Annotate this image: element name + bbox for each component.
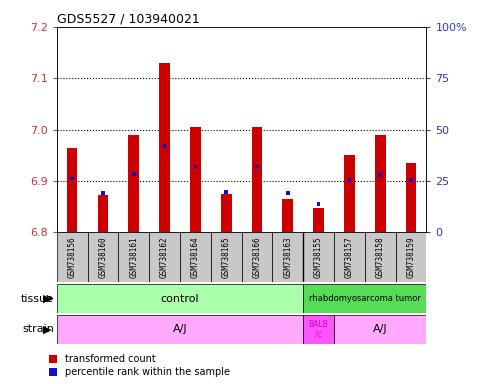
Text: GSM738158: GSM738158 bbox=[376, 237, 385, 278]
Text: tissue: tissue bbox=[21, 293, 54, 304]
Bar bbox=[255, 165, 259, 168]
Text: GSM738160: GSM738160 bbox=[99, 237, 107, 278]
Bar bbox=[406, 163, 417, 232]
Bar bbox=[409, 178, 413, 182]
Bar bbox=[149, 232, 180, 282]
Text: GSM738164: GSM738164 bbox=[191, 237, 200, 278]
Bar bbox=[375, 135, 386, 232]
Bar bbox=[379, 173, 382, 177]
Text: GSM738161: GSM738161 bbox=[129, 237, 138, 278]
Bar bbox=[303, 232, 334, 282]
Bar bbox=[57, 284, 303, 313]
Bar bbox=[395, 232, 426, 282]
Text: GSM738165: GSM738165 bbox=[222, 237, 231, 278]
Text: ▶: ▶ bbox=[43, 293, 52, 304]
Bar bbox=[211, 232, 242, 282]
Bar bbox=[282, 199, 293, 232]
Bar bbox=[365, 232, 395, 282]
Bar bbox=[272, 232, 303, 282]
Text: GSM738163: GSM738163 bbox=[283, 237, 292, 278]
Bar bbox=[88, 232, 118, 282]
Bar bbox=[334, 315, 426, 344]
Bar bbox=[303, 284, 426, 313]
Bar bbox=[221, 194, 232, 232]
Bar bbox=[190, 127, 201, 232]
Text: strain: strain bbox=[22, 324, 54, 334]
Bar bbox=[344, 155, 355, 232]
Bar bbox=[334, 232, 365, 282]
Text: GSM738157: GSM738157 bbox=[345, 237, 354, 278]
Text: control: control bbox=[161, 293, 199, 304]
Bar bbox=[101, 191, 105, 195]
Bar bbox=[180, 232, 211, 282]
Bar bbox=[317, 202, 320, 206]
Text: GSM738159: GSM738159 bbox=[407, 237, 416, 278]
Bar bbox=[242, 232, 272, 282]
Bar bbox=[118, 232, 149, 282]
Bar bbox=[163, 144, 166, 148]
Bar bbox=[70, 177, 74, 180]
Bar bbox=[67, 147, 77, 232]
Bar bbox=[251, 127, 262, 232]
Bar bbox=[286, 191, 289, 195]
Text: ▶: ▶ bbox=[43, 324, 52, 334]
Text: GDS5527 / 103940021: GDS5527 / 103940021 bbox=[57, 13, 200, 26]
Bar bbox=[159, 63, 170, 232]
Text: GSM738162: GSM738162 bbox=[160, 237, 169, 278]
Text: GSM738155: GSM738155 bbox=[314, 237, 323, 278]
Bar bbox=[313, 208, 324, 232]
Text: rhabdomyosarcoma tumor: rhabdomyosarcoma tumor bbox=[309, 294, 421, 303]
Bar bbox=[224, 190, 228, 194]
Text: A/J: A/J bbox=[373, 324, 387, 334]
Legend: transformed count, percentile rank within the sample: transformed count, percentile rank withi… bbox=[49, 354, 230, 377]
Bar bbox=[193, 165, 197, 168]
Bar bbox=[132, 172, 136, 176]
Text: BALB
/c: BALB /c bbox=[309, 319, 328, 339]
Bar bbox=[57, 315, 303, 344]
Bar bbox=[348, 178, 352, 182]
Text: A/J: A/J bbox=[173, 324, 187, 334]
Text: GSM738156: GSM738156 bbox=[68, 237, 76, 278]
Bar bbox=[128, 135, 139, 232]
Bar bbox=[98, 195, 108, 232]
Bar bbox=[303, 315, 334, 344]
Bar bbox=[57, 232, 88, 282]
Text: GSM738166: GSM738166 bbox=[252, 237, 261, 278]
